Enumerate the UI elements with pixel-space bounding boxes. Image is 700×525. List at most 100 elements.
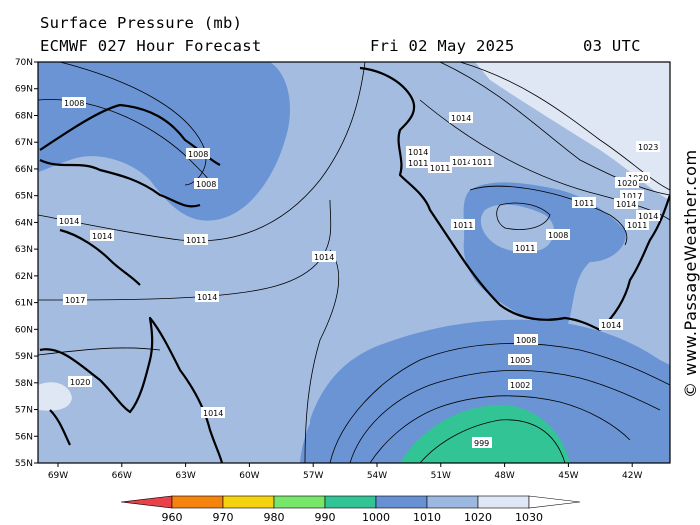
latitude-label: 62N (15, 272, 33, 282)
svg-text:1002: 1002 (510, 381, 530, 390)
isobar-label: 999 (472, 437, 492, 448)
isobar-1005-south (349, 370, 661, 463)
isobar-1017-ne (419, 99, 670, 221)
isobar-label: 1008 (546, 229, 570, 240)
longitude-label: 45W (558, 471, 578, 481)
isobar-1002-south (369, 395, 631, 463)
isobar-label: 1011 (625, 219, 649, 230)
svg-text:1014: 1014 (203, 409, 223, 418)
svg-text:1011: 1011 (515, 244, 535, 253)
isobar-1017-sw (38, 347, 161, 356)
map-frame (37, 61, 671, 464)
isobar-label: 1011 (406, 157, 430, 168)
isobar-1014-central (304, 249, 340, 463)
latitude-label: 55N (15, 459, 33, 469)
isobar-label: 1008 (62, 97, 86, 108)
latitude-label: 65N (15, 192, 33, 202)
longitude-labels: 69W 66W 63W 60W 57W 54W 51W 48W 45W 42W (48, 463, 642, 481)
legend-tick-label: 960 (162, 511, 183, 524)
svg-text:1014: 1014 (616, 200, 636, 209)
isobar-label: 1008 (186, 148, 210, 159)
isobar-label: 1014 (312, 251, 336, 262)
legend-tick-label: 1030 (515, 511, 543, 524)
isobar-label: 1002 (508, 379, 532, 390)
isobar-1014-west (38, 199, 332, 301)
legend-swatch (222, 495, 275, 509)
svg-text:1014: 1014 (601, 321, 621, 330)
longitude-label: 54W (367, 471, 387, 481)
fill-greenland-1008-interior (480, 204, 555, 252)
svg-text:1014: 1014 (408, 148, 428, 157)
latitude-label: 59N (15, 352, 33, 362)
coastline-greenland-east (599, 194, 670, 331)
isobar-label: 1011 (184, 234, 208, 245)
fill-1000-1010 (310, 319, 670, 463)
fill-990-1000 (400, 404, 570, 463)
svg-text:1011: 1011 (453, 221, 473, 230)
isobar-1008-greenland (496, 202, 551, 230)
isobar-label: 1017 (63, 294, 87, 305)
svg-text:1014: 1014 (314, 253, 334, 262)
svg-text:1014: 1014 (451, 114, 471, 123)
credit-text: © www.PassageWeather.com (681, 149, 700, 398)
longitude-label: 57W (303, 471, 323, 481)
isobar-label: 1014 (599, 319, 623, 330)
legend-swatch (171, 495, 224, 509)
longitude-label: 42W (622, 471, 642, 481)
legend-swatch (120, 495, 173, 509)
latitude-label: 69N (15, 85, 33, 95)
svg-text:1014: 1014 (197, 293, 217, 302)
isobar-label: 1011 (572, 197, 596, 208)
svg-text:1017: 1017 (65, 296, 85, 305)
svg-text:1011: 1011 (472, 158, 492, 167)
legend-tick-label: 990 (315, 511, 336, 524)
isobar-label: 1014 (406, 146, 430, 157)
svg-text:1011: 1011 (408, 159, 428, 168)
longitude-label: 63W (175, 471, 195, 481)
legend-tick-label: 980 (264, 511, 285, 524)
coastline-labrador (39, 316, 224, 463)
svg-text:1011: 1011 (430, 164, 450, 173)
coastline-greenland-west (359, 66, 601, 331)
svg-text:1011: 1011 (186, 236, 206, 245)
isobar-label: 1011 (513, 242, 537, 253)
svg-text:1008: 1008 (196, 180, 216, 189)
fill-1020-band (475, 62, 670, 200)
isobar-label: 1014 (195, 291, 219, 302)
svg-text:1014: 1014 (638, 212, 658, 221)
legend-tick-label: 1000 (362, 511, 390, 524)
legend-swatch (477, 495, 530, 509)
latitude-label: 63N (15, 245, 33, 255)
isobar-label: 1014 (201, 407, 225, 418)
longitude-label: 69W (48, 471, 68, 481)
isobar-label: 1014 (57, 215, 81, 226)
forecast-time: 03 UTC (583, 37, 641, 55)
forecast-date: Fri 02 May 2025 (370, 37, 515, 55)
legend-swatch (528, 495, 581, 509)
latitude-label: 68N (15, 111, 33, 121)
isobar-999-south (419, 419, 566, 463)
isobar-label: 1014 (90, 230, 114, 241)
svg-text:1020: 1020 (70, 378, 90, 387)
isobar-label: 1014 (636, 210, 660, 221)
svg-text:999: 999 (474, 439, 489, 448)
latitude-label: 70N (15, 58, 33, 68)
svg-text:1014: 1014 (59, 217, 79, 226)
legend-tick-label: 970 (213, 511, 234, 524)
isobar-label: 1008 (514, 334, 538, 345)
svg-text:1008: 1008 (516, 336, 536, 345)
latitude-labels: 70N 69N 68N 67N 66N 65N 64N 63N 62N 61N 60N 59N 58N 5… (15, 58, 38, 469)
legend-tick-label: 1020 (464, 511, 492, 524)
legend-tick-labels: 960 970 980 990 1000 1010 1020 1030 (162, 511, 544, 524)
isobar-label: 1011 (451, 219, 475, 230)
latitude-label: 66N (15, 165, 33, 175)
isobar-label: 1014 (450, 156, 474, 167)
longitude-label: 48W (494, 471, 514, 481)
svg-text:1008: 1008 (548, 231, 568, 240)
legend-tick-label: 1010 (413, 511, 441, 524)
model-label: ECMWF 027 Hour Forecast (40, 37, 262, 55)
isobar-1008-nw (59, 62, 207, 186)
legend-swatch (273, 495, 326, 509)
isobar-label: 1008 (194, 178, 218, 189)
